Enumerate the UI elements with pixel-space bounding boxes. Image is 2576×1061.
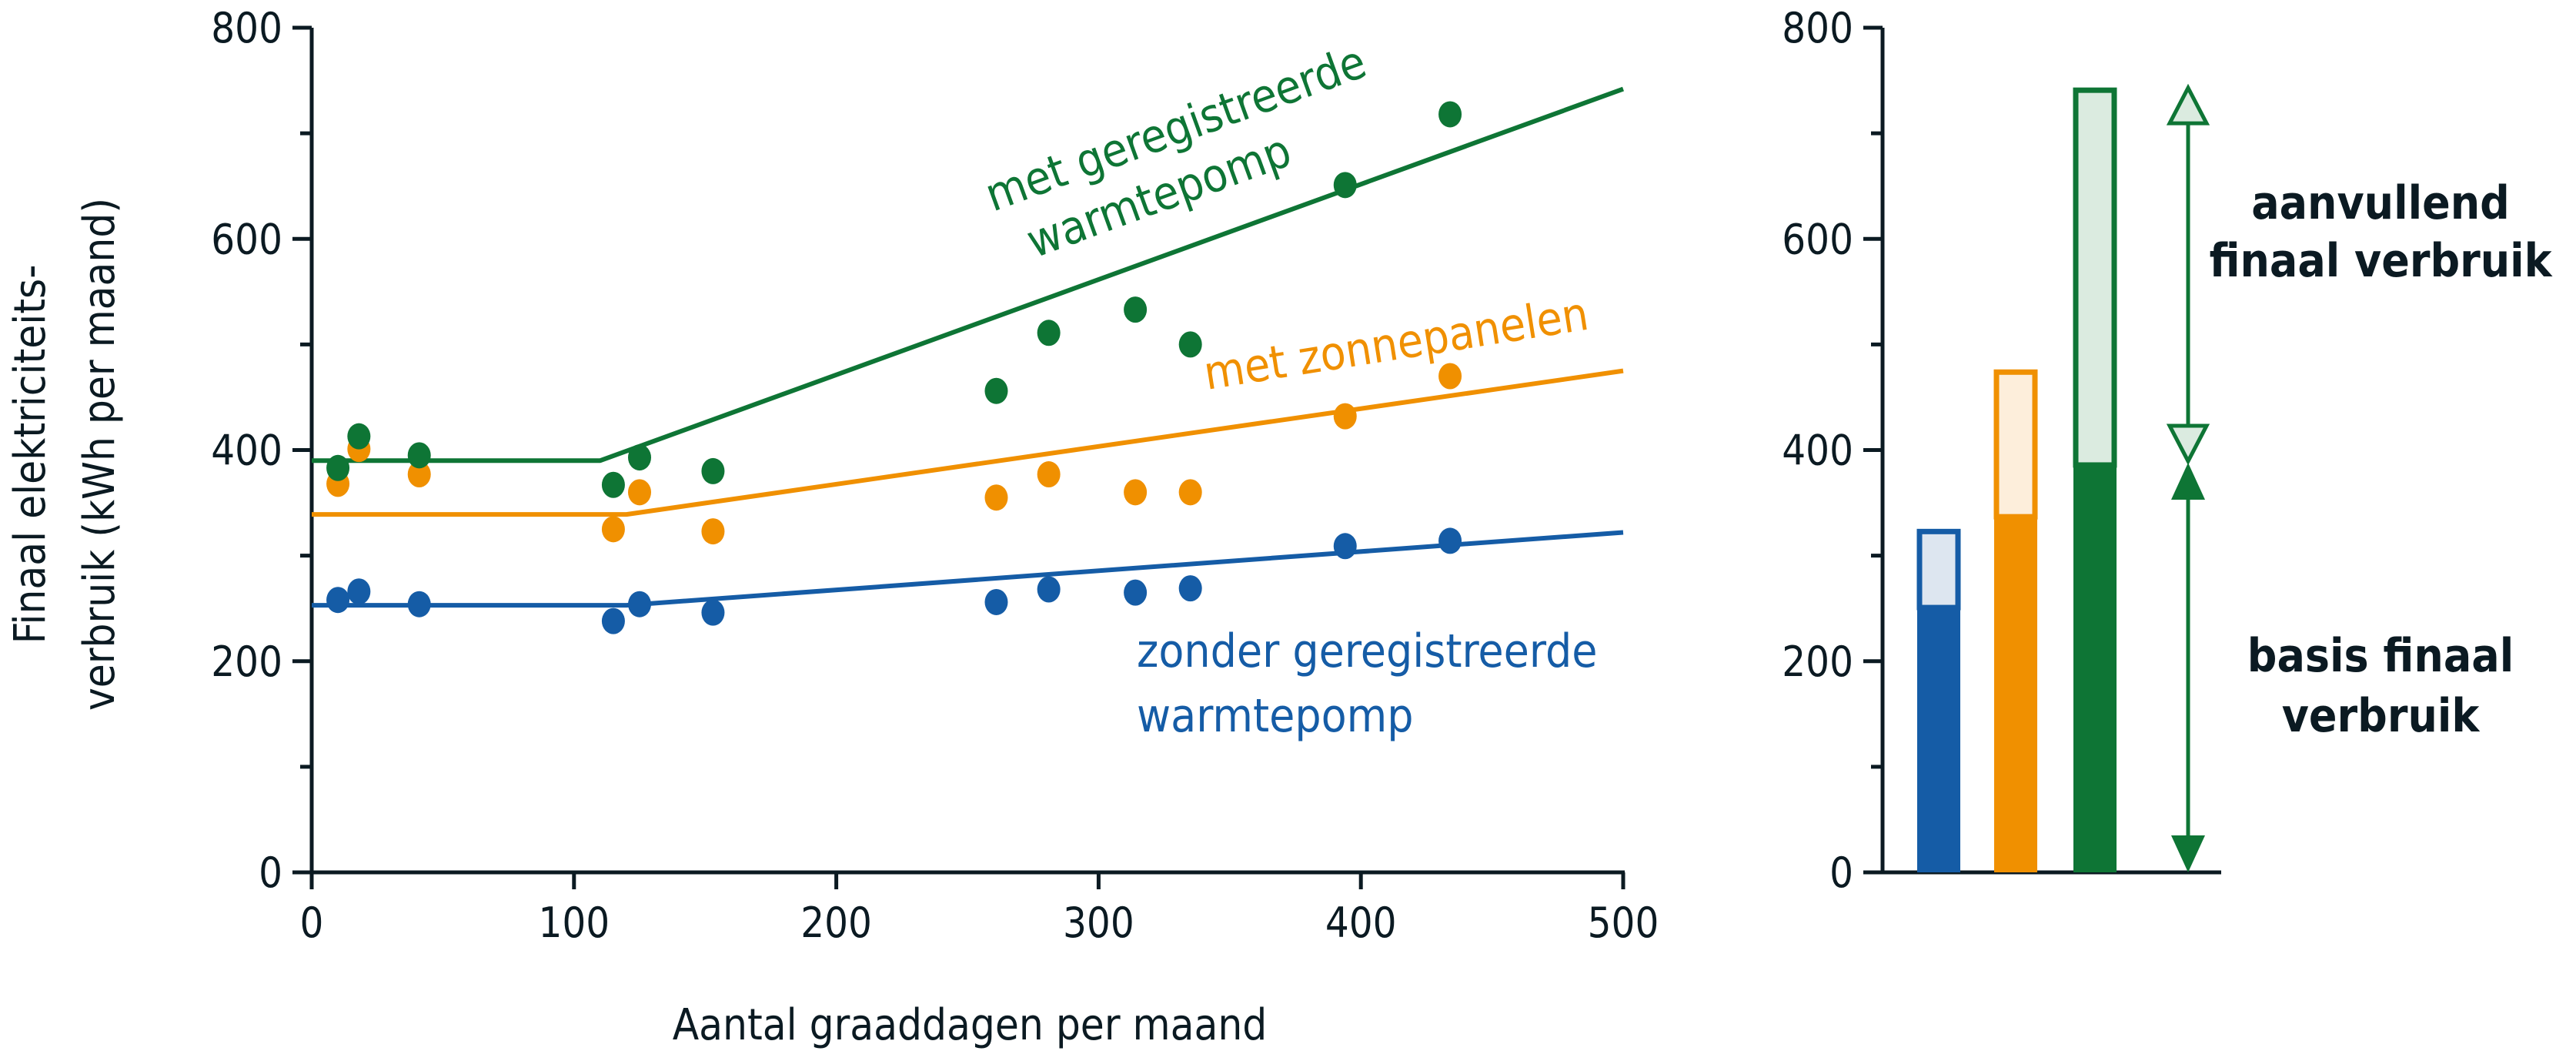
arrow-basis-down-head xyxy=(2171,835,2205,872)
data-point-series-0 xyxy=(1333,533,1357,560)
y-axis-title-line-2: verbruik (kWh per maand) xyxy=(75,198,125,711)
data-point-series-1 xyxy=(1037,461,1061,488)
data-point-series-2 xyxy=(1333,172,1357,199)
data-point-series-2 xyxy=(326,454,350,481)
data-point-series-1 xyxy=(984,484,1008,511)
x-tick-label: 0 xyxy=(300,899,324,947)
bar-aanvullend-2 xyxy=(2073,87,2117,468)
data-point-series-0 xyxy=(628,591,651,618)
data-point-series-1 xyxy=(407,461,431,488)
data-point-series-1 xyxy=(1438,363,1462,390)
y-tick-label: 200 xyxy=(211,638,282,686)
fit-line-series-1 xyxy=(312,368,1624,517)
x-tick-label: 400 xyxy=(1325,899,1397,947)
data-point-series-0 xyxy=(1037,576,1061,603)
data-point-series-2 xyxy=(1178,331,1202,358)
bar-basis-2 xyxy=(2073,462,2117,872)
x-tick-label: 300 xyxy=(1063,899,1134,947)
data-point-series-0 xyxy=(1124,579,1148,606)
y-tick-label: 600 xyxy=(211,215,282,263)
x-tick-label: 200 xyxy=(800,899,872,947)
label-green-series: met geregistreerde warmtepomp xyxy=(978,35,1373,269)
y-tick-label: 800 xyxy=(211,4,282,52)
data-point-series-2 xyxy=(1037,320,1061,346)
scatter-chart: 0 200 400 600 800 0 100 200 300 400 500 xyxy=(211,4,1659,947)
data-point-series-2 xyxy=(984,377,1008,404)
data-point-series-0 xyxy=(1178,575,1202,602)
data-point-series-2 xyxy=(347,423,371,450)
data-point-series-1 xyxy=(601,516,625,543)
bar-y-tick-label: 200 xyxy=(1782,638,1853,686)
bar-y-tick-label: 600 xyxy=(1782,215,1853,263)
annotation-aanvullend-line-1: aanvullend xyxy=(2251,176,2510,230)
x-axis-title: Aantal graaddagen per maand xyxy=(673,1000,1268,1050)
bar-basis-0 xyxy=(1917,605,1960,872)
data-point-series-2 xyxy=(1124,296,1148,323)
data-point-series-2 xyxy=(701,457,725,484)
arrow-aanvullend-down-head xyxy=(2166,423,2210,466)
stacked-bar-chart: 0 200 400 600 800 xyxy=(1782,4,2221,897)
bar-y-tick-label: 400 xyxy=(1782,427,1853,475)
bar-aanvullend-0 xyxy=(1916,528,1961,611)
bar-aanvullend-1 xyxy=(1993,369,2038,520)
x-tick-label: 100 xyxy=(538,899,610,947)
data-point-series-2 xyxy=(1438,101,1462,128)
data-point-series-0 xyxy=(1438,527,1462,554)
fit-line-series-0 xyxy=(312,530,1624,608)
data-point-series-0 xyxy=(701,599,725,626)
annotation-basis-line-1: basis finaal xyxy=(2247,629,2514,683)
data-point-series-0 xyxy=(407,591,431,618)
y-tick-label: 400 xyxy=(211,427,282,475)
data-point-series-2 xyxy=(601,471,625,498)
bar-y-tick-label: 0 xyxy=(1829,848,1853,897)
data-point-series-2 xyxy=(407,442,431,469)
label-blue-line-1: zonder geregistreerde xyxy=(1137,624,1597,678)
arrow-basis-up-head xyxy=(2171,462,2205,500)
bar-y-tick-label: 800 xyxy=(1782,4,1853,52)
data-point-series-0 xyxy=(984,588,1008,615)
data-point-series-1 xyxy=(1178,479,1202,506)
data-point-series-0 xyxy=(347,578,371,605)
fit-line-series-2 xyxy=(312,86,1625,464)
data-point-series-2 xyxy=(628,444,651,471)
data-point-series-1 xyxy=(701,518,725,545)
data-point-series-1 xyxy=(1333,403,1357,430)
y-tick-label: 0 xyxy=(259,848,282,897)
bar-basis-1 xyxy=(1994,514,2037,872)
data-point-series-1 xyxy=(628,479,651,506)
arrow-aanvullend-up-head xyxy=(2166,83,2210,126)
y-axis-title: Finaal elektriciteits- verbruik (kWh per… xyxy=(5,198,125,711)
data-point-series-0 xyxy=(601,607,625,634)
annotation-aanvullend-line-2: finaal verbruik xyxy=(2209,234,2552,288)
label-blue-line-2: warmtepomp xyxy=(1137,689,1413,743)
y-axis-title-line-1: Finaal elektriciteits- xyxy=(5,265,55,644)
annotation-basis-line-2: verbruik xyxy=(2282,689,2481,743)
x-tick-label: 500 xyxy=(1588,899,1659,947)
data-point-series-0 xyxy=(326,587,350,614)
data-point-series-1 xyxy=(1124,479,1148,506)
